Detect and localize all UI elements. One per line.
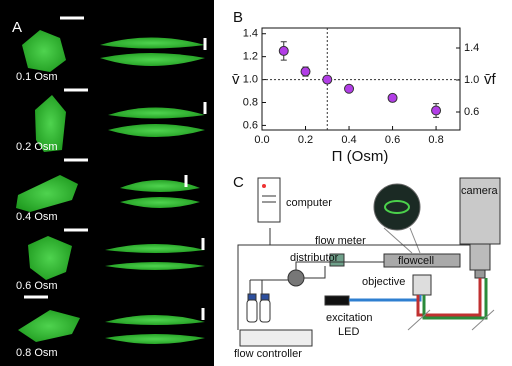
point	[431, 105, 442, 116]
led-label: excitation	[326, 312, 372, 324]
osm-label: 0.6 Osm	[16, 280, 58, 292]
x-tick-label: 0.0	[254, 134, 269, 146]
y-tick-label: 1.0	[243, 73, 258, 85]
point	[278, 45, 289, 56]
flowcell-label: flowcell	[398, 255, 434, 267]
y-tick-label: 1.4	[243, 28, 258, 40]
x-tick-label: 0.4	[341, 134, 356, 146]
diagram	[237, 177, 501, 347]
y2-axis-label: v̄f	[484, 71, 497, 88]
point	[322, 74, 333, 85]
panel-letter: B	[233, 9, 243, 26]
x-axis-label: Π (Osm)	[332, 148, 389, 165]
y2-tick-label: 1.4	[464, 42, 479, 54]
panel-letter: C	[233, 174, 244, 191]
point	[344, 83, 355, 94]
flow-meter-label: flow meter	[315, 235, 366, 247]
computer-label: computer	[286, 197, 332, 209]
osm-label: 0.2 Osm	[16, 141, 58, 153]
y-tick-label: 1.2	[243, 51, 258, 63]
y-axis-label: v̄	[232, 71, 240, 88]
chart: B v̄ v̄f Π (Osm) 0.0 0.2 0.4 0.6 0.8 0.6 0.8 1.…	[232, 9, 497, 165]
cells	[16, 30, 205, 344]
y-tick-label: 0.6	[243, 119, 258, 131]
point	[300, 66, 311, 77]
point	[387, 92, 398, 103]
camera-label: camera	[461, 185, 499, 197]
x-tick-label: 0.8	[428, 134, 443, 146]
osm-label: 0.4 Osm	[16, 211, 58, 223]
scale-bars	[24, 16, 207, 320]
led-label: LED	[338, 326, 359, 338]
y-tick-label: 0.8	[243, 96, 258, 108]
objective-label: objective	[362, 276, 405, 288]
x-tick-label: 0.6	[385, 134, 400, 146]
osm-label: 0.1 Osm	[16, 71, 58, 83]
y2-tick-label: 1.0	[464, 74, 479, 86]
plot-frame	[261, 27, 461, 131]
y2-tick-label: 0.6	[464, 106, 479, 118]
panel-letter: A	[12, 19, 22, 36]
x-tick-label: 0.2	[298, 134, 313, 146]
osm-label: 0.8 Osm	[16, 347, 58, 359]
distributor-label: distributor	[290, 252, 339, 264]
flow-controller-label: flow controller	[234, 348, 302, 360]
